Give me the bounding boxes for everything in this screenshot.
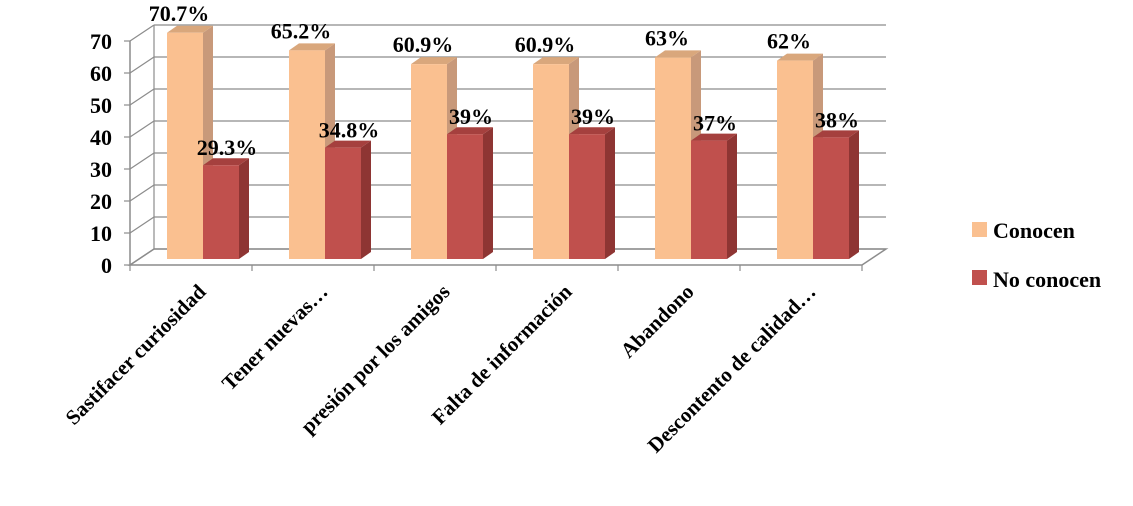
data-label: 39%	[571, 104, 615, 129]
bar-side	[361, 140, 371, 259]
data-label: 34.8%	[319, 118, 380, 143]
gridline-side	[129, 24, 155, 42]
legend-swatch-no-conocen	[972, 270, 987, 285]
data-label: 60.9%	[515, 32, 576, 57]
bar-top	[777, 53, 823, 61]
bar-conocen	[167, 25, 213, 260]
gridline-side	[129, 152, 155, 170]
bar-top	[325, 140, 371, 148]
category-label: Abandono	[616, 280, 699, 363]
y-tick-label: 0	[101, 253, 112, 278]
axes	[124, 25, 889, 271]
y-tick-label: 20	[90, 189, 112, 214]
bar-top	[691, 133, 737, 141]
bars	[167, 25, 859, 260]
bar-front	[533, 64, 569, 260]
bar-top	[411, 57, 457, 65]
bar-top	[533, 57, 579, 65]
bar-front	[777, 60, 813, 259]
data-labels: 70.7% 29.3% 65.2% 34.8% 60.9% 39% 60.9% 39% 63% 3…	[149, 1, 859, 160]
legend-label-conocen: Conocen	[993, 218, 1075, 243]
bar-top	[447, 127, 493, 135]
gridline-side	[129, 120, 155, 138]
gridline-side	[129, 88, 155, 106]
gridline-side	[129, 56, 155, 74]
category-labels: Sastifacer curiosidad Tener nuevas…presió…	[61, 279, 821, 457]
bar-no-conocen	[203, 158, 249, 259]
bar-side	[605, 127, 615, 259]
category-label: Tener nuevas…	[217, 280, 333, 396]
bar-side	[727, 133, 737, 259]
data-label: 62%	[767, 29, 811, 54]
bar-top	[203, 158, 249, 166]
bar-top	[813, 130, 859, 138]
bar-side	[483, 127, 493, 259]
y-tick-labels: 0 10 20 30 40 50 60 70	[90, 29, 112, 278]
bar-front	[813, 137, 849, 259]
legend-label-no-conocen: No conocen	[993, 267, 1101, 292]
data-label: 70.7%	[149, 1, 210, 26]
data-label: 65.2%	[271, 18, 332, 43]
gridline-side	[129, 216, 155, 234]
bar-front	[325, 147, 361, 259]
data-label: 29.3%	[197, 135, 258, 160]
bar-front	[655, 57, 691, 260]
bar-conocen	[777, 53, 823, 259]
category-label: Falta de información	[427, 279, 577, 429]
data-label: 60.9%	[393, 32, 454, 57]
y-tick-label: 10	[90, 221, 112, 246]
data-label: 39%	[449, 104, 493, 129]
gridline-side	[129, 184, 155, 202]
bar-front	[691, 140, 727, 259]
bar-no-conocen	[325, 140, 371, 259]
bar-top	[655, 50, 701, 58]
y-tick-label: 50	[90, 93, 112, 118]
legend-swatch-conocen	[972, 222, 987, 237]
bar-top	[289, 43, 335, 51]
y-tick-label: 30	[90, 157, 112, 182]
bar-front	[167, 32, 203, 260]
gridlines	[129, 24, 886, 266]
y-tick-label: 40	[90, 125, 112, 150]
bar-front	[569, 134, 605, 259]
data-label: 38%	[815, 107, 859, 132]
data-label: 37%	[693, 111, 737, 136]
legend: Conocen No conocen	[972, 218, 1101, 292]
y-tick-label: 70	[90, 29, 112, 54]
y-tick-label: 60	[90, 61, 112, 86]
bar-conocen	[289, 43, 335, 259]
bar-no-conocen	[569, 127, 615, 259]
bar-front	[289, 50, 325, 259]
bar-no-conocen	[813, 130, 859, 259]
bar-front	[411, 64, 447, 260]
category-label: Sastifacer curiosidad	[61, 279, 211, 429]
bar-side	[239, 158, 249, 259]
data-label: 63%	[645, 25, 689, 50]
bar-top	[569, 127, 615, 135]
bar-side	[849, 130, 859, 259]
bar-no-conocen	[447, 127, 493, 259]
bar-front	[447, 134, 483, 259]
bar-no-conocen	[691, 133, 737, 259]
bar-front	[203, 165, 239, 259]
bar-top	[167, 25, 213, 33]
